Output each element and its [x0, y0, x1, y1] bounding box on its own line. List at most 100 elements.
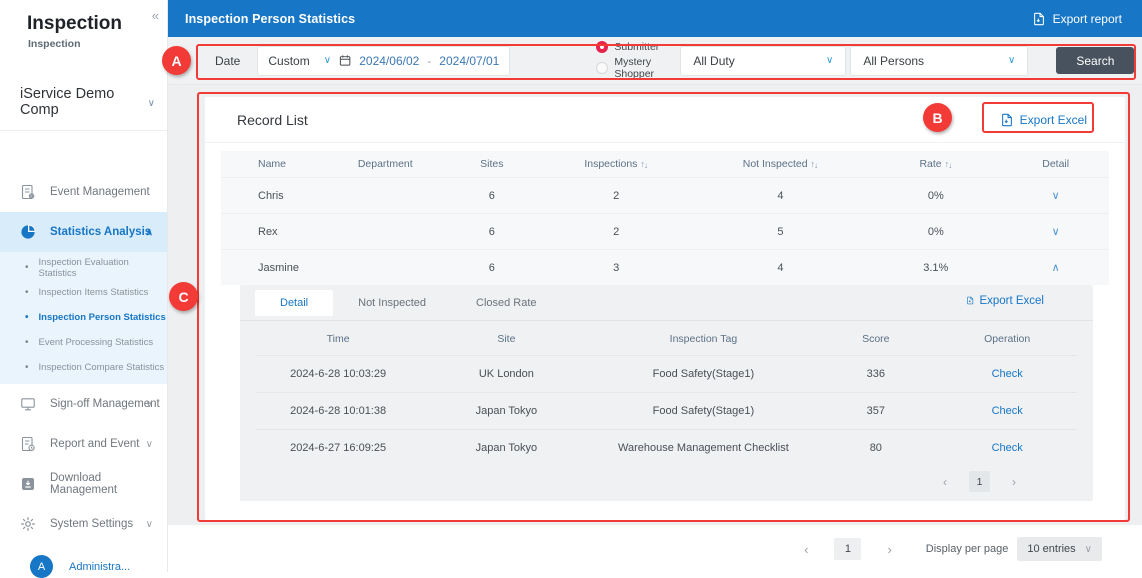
tab-detail[interactable]: Detail	[255, 289, 334, 316]
sidebar-item-event-management[interactable]: Event Management	[0, 172, 167, 212]
duty-select-value: All Duty	[693, 53, 735, 68]
content-area: Record List Export Excel Name Department…	[168, 85, 1142, 525]
check-link[interactable]: Check	[991, 442, 1023, 454]
chevron-down-icon: ∨	[826, 55, 834, 66]
prev-page-icon[interactable]: ‹	[943, 474, 947, 489]
sidebar-item-label: Inspection Items Statistics	[38, 287, 149, 298]
table-row: Jasmine 6 3 4 3.1% ∧	[221, 249, 1109, 285]
expand-row-icon[interactable]: ∨	[1051, 226, 1060, 238]
table-row: Chris 6 2 4 0% ∨	[221, 177, 1109, 213]
bullet-icon: •	[25, 262, 29, 273]
user-name: Administra...	[69, 560, 131, 573]
col-detail: Detail	[1042, 158, 1070, 170]
sidebar-item-inspection-compare-statistics[interactable]: • Inspection Compare Statistics	[0, 355, 167, 380]
entries-select-value: 10 entries	[1027, 543, 1076, 555]
footer: ‹ 1 › Display per page 10 entries ∨	[168, 525, 1142, 572]
sort-icon[interactable]: ↑ ↓	[810, 159, 819, 170]
document-gear-icon	[21, 184, 35, 200]
tab-closed-rate[interactable]: Closed Rate	[476, 296, 537, 309]
cell-inspection-tag: Food Safety(Stage1)	[652, 405, 755, 417]
export-excel-button[interactable]: Export Excel	[1000, 113, 1087, 127]
col-name: Name	[258, 158, 287, 170]
expand-row-icon[interactable]: ∨	[1051, 190, 1060, 202]
col-rate: Rate ↑ ↓	[919, 158, 953, 170]
date-range-control: Custom ∨ 2024/06/02 - 2024/07/01	[257, 45, 511, 76]
radio-submitter[interactable]: Submitter	[596, 41, 676, 53]
date-from-input[interactable]: 2024/06/02	[359, 53, 420, 68]
cell-not-inspected: 4	[777, 189, 784, 202]
page-number[interactable]: 1	[834, 538, 862, 560]
sidebar-item-inspection-person-statistics[interactable]: • Inspection Person Statistics	[0, 305, 167, 330]
next-page-icon[interactable]: ›	[1012, 474, 1016, 489]
page-number[interactable]: 1	[969, 471, 990, 492]
export-file-icon	[1001, 113, 1012, 126]
cell-name: Chris	[258, 189, 284, 202]
col-operation: Operation	[984, 333, 1031, 345]
cell-time: 2024-6-27 16:09:25	[290, 442, 387, 454]
display-per-page-label: Display per page	[925, 543, 1009, 555]
sidebar-item-label: Inspection Person Statistics	[38, 312, 166, 323]
export-report-button[interactable]: Export report	[1032, 12, 1122, 26]
radio-submitter-label: Submitter	[614, 41, 660, 53]
sidebar-item-event-processing-statistics[interactable]: • Event Processing Statistics	[0, 330, 167, 355]
cell-sites: 6	[488, 189, 495, 202]
entries-select[interactable]: 10 entries ∨	[1017, 537, 1102, 561]
expanded-detail-panel: Detail Not Inspected Closed Rate Export …	[240, 285, 1093, 501]
detail-row: 2024-6-27 16:09:25 Japan Tokyo Warehouse…	[256, 429, 1077, 466]
check-link[interactable]: Check	[991, 405, 1023, 417]
sidebar-item-inspection-evaluation-statistics[interactable]: • Inspection Evaluation Statistics	[0, 255, 167, 280]
search-button[interactable]: Search	[1056, 47, 1135, 74]
calendar-icon	[339, 55, 351, 66]
sidebar-item-label: System Settings	[50, 518, 134, 530]
bullet-icon: •	[25, 312, 29, 323]
chevron-down-icon: ∨	[1084, 543, 1092, 555]
page-header: Inspection Person Statistics Export repo…	[168, 0, 1142, 37]
sidebar-item-download-management[interactable]: Download Management	[0, 464, 167, 504]
cell-score: 80	[869, 442, 882, 454]
radio-mystery-shopper[interactable]: Mystery Shopper	[596, 56, 676, 80]
persons-select[interactable]: All Persons ∨	[850, 45, 1029, 76]
document-clock-icon	[21, 436, 35, 452]
radio-unselected-icon	[596, 62, 609, 74]
duty-select[interactable]: All Duty ∨	[680, 45, 847, 76]
table-header-row: Name Department Sites Inspections ↑ ↓ Not …	[221, 151, 1109, 177]
collapse-row-icon[interactable]: ∧	[1051, 262, 1060, 274]
sidebar: « Inspection Inspection iService Demo Co…	[0, 0, 168, 578]
monitor-icon	[21, 398, 35, 411]
next-page-icon[interactable]: ›	[887, 541, 892, 557]
date-separator: -	[427, 53, 432, 68]
sidebar-item-statistics-analysis[interactable]: Statistics Analysis ∧	[0, 212, 167, 252]
persons-select-value: All Persons	[863, 53, 925, 68]
date-range-type-select[interactable]: Custom ∨	[268, 54, 331, 68]
company-name: iService Demo Comp	[20, 86, 115, 118]
company-selector[interactable]: iService Demo Comp ∨	[0, 77, 167, 131]
sidebar-item-inspection-items-statistics[interactable]: • Inspection Items Statistics	[0, 280, 167, 305]
tab-not-inspected[interactable]: Not Inspected	[358, 296, 426, 309]
user-account[interactable]: A Administra...	[0, 555, 167, 578]
sidebar-item-label: Report and Event	[50, 438, 140, 450]
cell-inspections: 2	[613, 225, 620, 238]
prev-page-icon[interactable]: ‹	[804, 541, 809, 557]
panel-header: Record List Export Excel	[205, 97, 1125, 143]
cell-site: Japan Tokyo	[475, 405, 538, 417]
col-not-inspected: Not Inspected ↑ ↓	[742, 158, 819, 170]
radio-selected-icon	[596, 41, 609, 53]
cell-time: 2024-6-28 10:01:38	[290, 405, 387, 417]
bullet-icon: •	[25, 337, 29, 348]
sidebar-menu: Event Management Statistics Analysis ∧ •…	[0, 172, 167, 544]
check-link[interactable]: Check	[991, 368, 1023, 380]
export-excel-button[interactable]: Export Excel	[966, 294, 1044, 307]
chevron-down-icon: ∨	[1008, 55, 1016, 66]
collapse-sidebar-icon[interactable]: «	[151, 8, 159, 23]
date-filter-label: Date	[215, 53, 241, 68]
date-to-input[interactable]: 2024/07/01	[439, 53, 500, 68]
sort-icon[interactable]: ↑ ↓	[640, 159, 648, 170]
app-subtitle: Inspection	[28, 38, 81, 50]
cell-not-inspected: 5	[777, 225, 784, 238]
cell-inspections: 3	[613, 261, 620, 274]
sort-icon[interactable]: ↑ ↓	[944, 159, 953, 170]
sidebar-item-report-and-event[interactable]: Report and Event ∨	[0, 424, 167, 464]
export-file-icon	[967, 296, 974, 305]
sidebar-item-signoff-management[interactable]: Sign-off Management ∨	[0, 384, 167, 424]
sidebar-item-system-settings[interactable]: System Settings ∨	[0, 504, 167, 544]
